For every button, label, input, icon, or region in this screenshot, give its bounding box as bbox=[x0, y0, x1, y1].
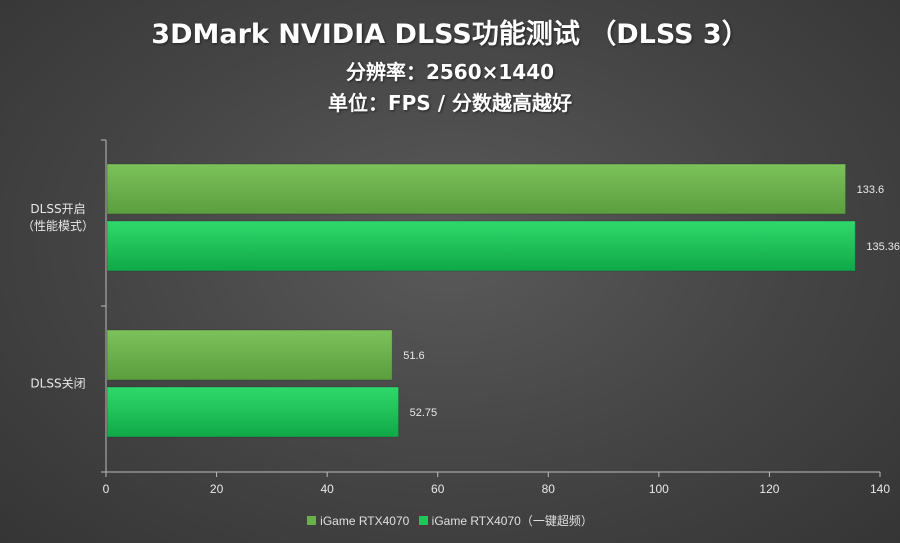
chart-subtitle-unit: 单位：FPS / 分数越高越好 bbox=[328, 91, 572, 115]
bar-1-2 bbox=[106, 220, 856, 272]
category-label: DLSS关闭 bbox=[30, 377, 85, 391]
x-tick-label: 140 bbox=[870, 482, 890, 496]
bar-2-1 bbox=[106, 329, 393, 381]
legend-swatch-series-2 bbox=[418, 516, 428, 525]
chart-legend: iGame RTX4070 iGame RTX4070（一键超频） bbox=[0, 512, 900, 529]
legend-item-series-1: iGame RTX4070 bbox=[307, 514, 409, 528]
x-tick-label: 100 bbox=[649, 482, 669, 496]
legend-label-series-2: iGame RTX4070（一键超频） bbox=[431, 514, 593, 528]
x-tick-label: 40 bbox=[320, 482, 334, 496]
bar-1-1 bbox=[106, 163, 847, 215]
x-tick-label: 60 bbox=[431, 482, 445, 496]
data-label: 52.75 bbox=[410, 407, 438, 419]
data-label: 51.6 bbox=[403, 350, 424, 362]
category-label: DLSS开启 bbox=[30, 202, 85, 216]
data-label: 135.36 bbox=[866, 241, 900, 253]
x-tick-label: 0 bbox=[103, 482, 110, 496]
x-tick-label: 80 bbox=[542, 482, 556, 496]
x-tick-label: 120 bbox=[759, 482, 779, 496]
x-tick-label: 20 bbox=[210, 482, 224, 496]
chart-subtitle-resolution: 分辨率：2560×1440 bbox=[345, 60, 555, 84]
legend-label-series-1: iGame RTX4070 bbox=[320, 513, 410, 528]
bar-2-2 bbox=[106, 386, 400, 438]
data-label: 133.6 bbox=[857, 184, 885, 196]
legend-item-series-2: iGame RTX4070（一键超频） bbox=[418, 512, 593, 529]
category-label: （性能模式） bbox=[22, 219, 94, 233]
chart-title: 3DMark NVIDIA DLSS功能测试 （DLSS 3） bbox=[151, 19, 749, 50]
legend-swatch-series-1 bbox=[307, 516, 317, 525]
